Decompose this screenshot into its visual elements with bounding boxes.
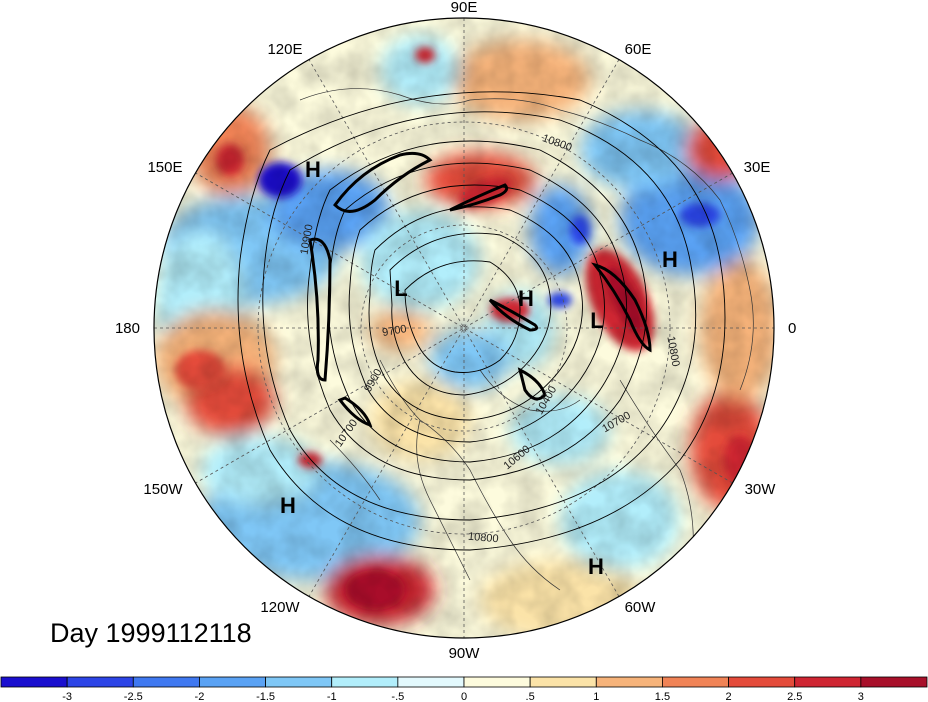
colorbar-label: -.5: [391, 691, 404, 702]
colorbar-label: 1.5: [655, 691, 670, 702]
lon-label-60e: 60E: [625, 41, 652, 58]
colorbar-box: [794, 676, 862, 688]
colorbar-box: [199, 676, 266, 688]
colorbar-box: [265, 676, 333, 688]
lon-label-30w: 30W: [745, 481, 777, 498]
colorbar-label: 0: [461, 691, 467, 702]
colorbar-box: [662, 676, 729, 688]
graticule: [154, 18, 774, 638]
lon-label-180: 180: [115, 320, 140, 337]
contour-label: 10800: [467, 531, 499, 546]
pressure-centers: H L H H L H H: [280, 157, 678, 579]
pressure-center-low: L: [590, 308, 603, 333]
plot-title: Day 1999112118: [50, 618, 252, 648]
colorbar-box: [728, 676, 796, 688]
colorbar-label: 1: [593, 691, 599, 702]
colorbar-label: -2.5: [124, 691, 143, 702]
colorbar-boxes: [0, 676, 928, 688]
pressure-center-high: H: [662, 247, 678, 272]
colorbar-box: [331, 676, 399, 688]
colorbar-box: [529, 676, 597, 688]
colorbar-label: -1.5: [256, 691, 275, 702]
contour-label: 9700: [381, 323, 407, 339]
coastlines: [299, 88, 754, 591]
colorbar-label: -2: [195, 691, 205, 702]
pressure-center-low: L: [394, 276, 407, 301]
contour-label: 10900: [298, 223, 315, 255]
colorbar-label: .5: [526, 691, 535, 702]
colorbar-box: [397, 676, 465, 688]
colorbar-box: [132, 676, 200, 688]
colorbar-label: -3: [62, 691, 72, 702]
lon-label-0: 0: [788, 320, 796, 337]
lon-label-60w: 60W: [625, 599, 657, 616]
pressure-center-high: H: [280, 493, 296, 518]
pressure-center-high: H: [518, 286, 534, 311]
lon-label-120e: 120E: [267, 41, 302, 58]
colorbar-box: [860, 676, 928, 688]
lon-label-90e: 90E: [451, 0, 478, 16]
colorbar-labels: -3 -2.5 -2 -1.5 -1 -.5 0 .5 1 1.5 2 2.5 3: [62, 691, 864, 702]
colorbar-box: [66, 676, 134, 688]
pressure-center-high: H: [588, 554, 604, 579]
lon-label-90w: 90W: [449, 645, 481, 662]
colorbar: -3 -2.5 -2 -1.5 -1 -.5 0 .5 1 1.5 2 2.5 3: [0, 676, 928, 702]
lon-label-120w: 120W: [260, 599, 300, 616]
colorbar-box: [463, 676, 531, 688]
lon-label-150w: 150W: [143, 481, 183, 498]
contour-label: 10800: [664, 335, 681, 367]
longitude-labels: 90E 60E 30E 0 30W 60W 90W 120W 150W 180 …: [115, 0, 796, 662]
colorbar-box: [595, 676, 663, 688]
jet-contours: [308, 151, 652, 428]
colorbar-box: [0, 676, 68, 688]
colorbar-label: 2: [726, 691, 732, 702]
pressure-center-high: H: [305, 157, 321, 182]
lon-label-30e: 30E: [744, 159, 771, 176]
map-boundary: [153, 17, 775, 639]
lon-label-150e: 150E: [147, 159, 182, 176]
colorbar-label: 2.5: [787, 691, 802, 702]
colorbar-label: -1: [327, 691, 337, 702]
colorbar-label: 3: [858, 691, 864, 702]
